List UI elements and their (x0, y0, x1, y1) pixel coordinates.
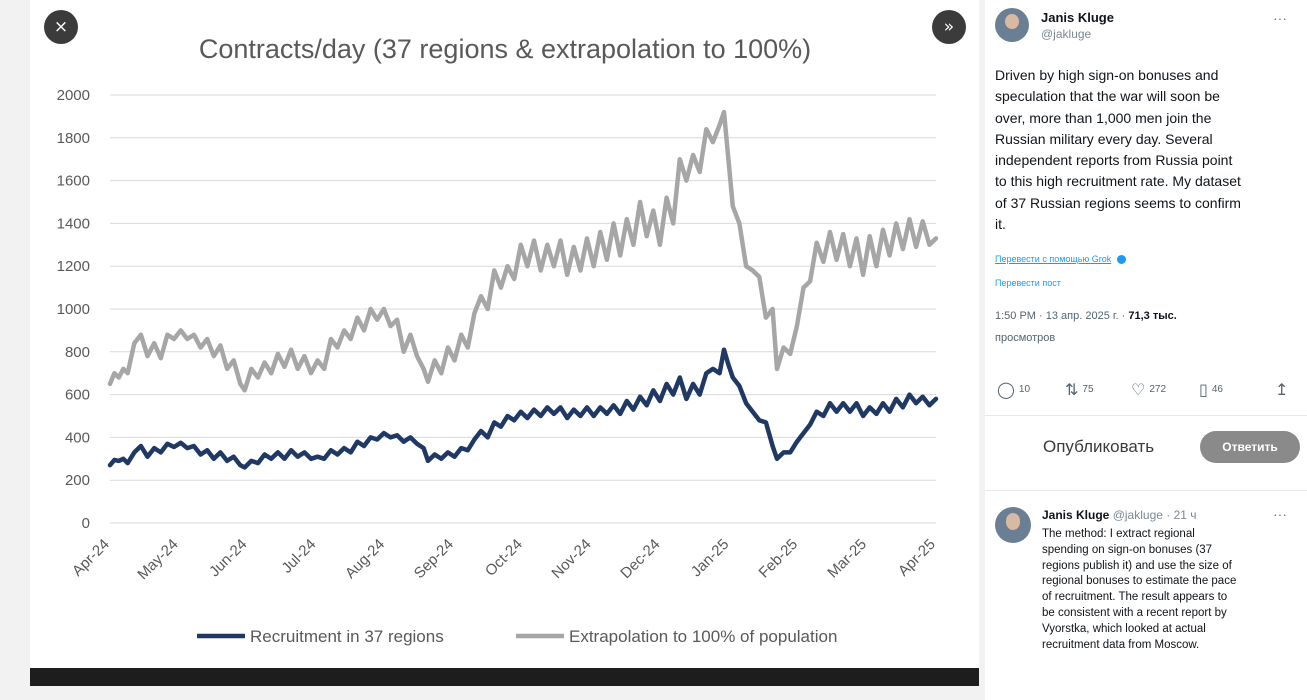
tweet-text: Driven by high sign-on bonuses and specu… (995, 65, 1307, 235)
like-action[interactable]: ♡ 272 (1131, 380, 1166, 399)
reply-author-name[interactable]: Janis Kluge (1042, 508, 1110, 522)
y-tick-label: 1200 (57, 258, 90, 275)
y-tick-label: 1600 (57, 173, 90, 190)
bookmark-icon: ▯ (1199, 380, 1208, 399)
y-tick-label: 1400 (57, 215, 90, 232)
tweet-text-line: Driven by high sign-on bonuses and (995, 67, 1219, 83)
translate-post-link[interactable]: Перевести пост (995, 278, 1061, 288)
repost-count: 75 (1082, 384, 1094, 395)
reply-button[interactable]: Ответить (1200, 431, 1300, 463)
chart-grid (110, 94, 936, 524)
chart-legend: Recruitment in 37 regions Extrapolation t… (197, 627, 837, 646)
tweet-text-line: independent reports from Russia point (995, 152, 1233, 169)
reply-text-line: spending on sign-on bonuses (37 (1042, 543, 1213, 556)
double-chevron-right-icon: » (943, 17, 955, 37)
tweet-text-line: it. (995, 216, 1006, 233)
translate-with-grok-link[interactable]: Перевести с помощью Grok (995, 254, 1126, 265)
y-tick-label: 200 (65, 472, 90, 489)
chart: 0 200 400 600 800 1000 1200 1400 1600 1800 2000 Ap… (57, 34, 939, 646)
series-line-recruitment (107, 347, 939, 470)
close-icon: × (53, 17, 69, 37)
tweet-panel: Janis Kluge @jakluge ··· Driven by high … (985, 0, 1307, 700)
reply-text-line: Vyorstka, which looked at actual (1042, 622, 1206, 635)
x-tick-label: Nov-24 (548, 536, 594, 582)
tweet-text-line: over, more than 1,000 men join the (995, 109, 1212, 126)
x-tick-label: Feb-25 (756, 536, 802, 582)
chart-title: Contracts/day (37 regions & extrapolatio… (199, 34, 811, 64)
tweet-actions: ◯ 10 ⇅ 75 ♡ 272 ▯ 46 ↥ (995, 380, 1300, 408)
image-viewer-bottom-bar (30, 668, 979, 686)
repost-icon: ⇅ (1065, 380, 1079, 399)
views-count: 71,3 тыс. (1128, 310, 1177, 322)
translate-with-grok-label: Перевести с помощью Grok (995, 254, 1112, 264)
share-action[interactable]: ↥ (1275, 380, 1288, 399)
reply-count: 10 (1018, 384, 1031, 395)
reply-text-line: be consistent with a recent report by (1042, 606, 1227, 619)
heart-icon: ♡ (1131, 380, 1146, 399)
y-tick-label: 1000 (57, 301, 90, 318)
repost-action[interactable]: ⇅ 75 (1065, 380, 1094, 399)
reply-text-line: regional bonuses to estimate the pace (1042, 575, 1237, 588)
legend-label: Extrapolation to 100% of population (569, 627, 837, 646)
like-count: 272 (1149, 384, 1167, 395)
reply-text-line: regions publish it) and use the size of (1042, 559, 1232, 572)
more-options-icon[interactable]: ··· (1273, 10, 1287, 26)
toggle-sidebar-button[interactable]: » (932, 10, 966, 44)
reply-avatar[interactable] (995, 507, 1031, 543)
x-tick-label: Sep-24 (411, 536, 457, 582)
x-axis-ticks: Apr-24 May-24 Jun-24 Jul-24 Aug-24 Sep-24 Oct-… (69, 536, 939, 583)
y-axis-ticks: 0 200 400 600 800 1000 1200 1400 1600 1800 2000 (57, 87, 90, 532)
window-left-margin (0, 0, 30, 700)
divider (985, 415, 1307, 416)
reply-author-handle[interactable]: @jakluge (1112, 508, 1163, 522)
share-icon: ↥ (1275, 380, 1289, 399)
bookmark-count: 46 (1211, 384, 1223, 395)
reply-text-line: recruitment data from Moscow. (1042, 638, 1200, 651)
series-line-extrapolation (107, 109, 939, 393)
y-tick-label: 0 (82, 515, 90, 532)
reply-text-line: of recruitment. The result appears to (1042, 591, 1228, 604)
reply-header: Janis Kluge @jakluge · 21 ч (1042, 508, 1197, 522)
y-tick-label: 600 (65, 387, 90, 404)
tweet-text-line: to this high recruitment rate. My datase… (995, 173, 1241, 190)
x-tick-label: Jan-25 (688, 536, 732, 580)
x-tick-label: Aug-24 (342, 536, 388, 582)
reply-action[interactable]: ◯ 10 (997, 380, 1030, 399)
x-tick-label: Apr-25 (895, 536, 939, 580)
views-label: просмотров (995, 332, 1056, 344)
tweet-text-line: speculation that the war will soon be (995, 88, 1220, 105)
avatar[interactable] (995, 8, 1029, 42)
close-viewer-button[interactable]: × (44, 10, 78, 44)
reply-time: · 21 ч (1166, 508, 1197, 522)
tweet-text-line: of 37 Russian regions seems to confirm (995, 194, 1241, 211)
y-tick-label: 800 (65, 344, 90, 361)
timestamp-text: 1:50 PM · 13 апр. 2025 г. · (995, 310, 1129, 322)
x-tick-label: May-24 (134, 536, 181, 583)
y-tick-label: 400 (65, 429, 90, 446)
divider (985, 490, 1307, 491)
y-tick-label: 2000 (57, 87, 90, 104)
bookmark-action[interactable]: ▯ 46 (1199, 380, 1223, 399)
x-tick-label: Jul-24 (278, 536, 319, 577)
reply-text-line: The method: I extract regional (1042, 528, 1195, 540)
tweet-text-line: Russian military every day. Several (995, 130, 1213, 147)
chart-series (107, 109, 939, 470)
grok-verified-icon (1116, 255, 1126, 265)
comment-icon: ◯ (997, 380, 1015, 399)
author-handle[interactable]: @jakluge (1041, 27, 1092, 41)
x-tick-label: Mar-25 (824, 536, 870, 582)
image-viewer (30, 0, 979, 686)
author-name[interactable]: Janis Kluge (1041, 10, 1114, 25)
x-tick-label: Jun-24 (206, 536, 250, 580)
legend-label: Recruitment in 37 regions (250, 627, 444, 646)
tweet-timestamp: 1:50 PM · 13 апр. 2025 г. · 71,3 тыс. (995, 310, 1177, 322)
publish-reply-input[interactable]: Опубликовать (1043, 437, 1155, 456)
reply-text: The method: I extract regional spending … (1042, 527, 1307, 653)
x-tick-label: Dec-24 (617, 536, 663, 582)
reply-more-options-icon[interactable]: ··· (1273, 506, 1287, 522)
y-tick-label: 1800 (57, 130, 90, 147)
x-tick-label: Apr-24 (69, 536, 113, 580)
x-tick-label: Oct-24 (482, 536, 526, 580)
